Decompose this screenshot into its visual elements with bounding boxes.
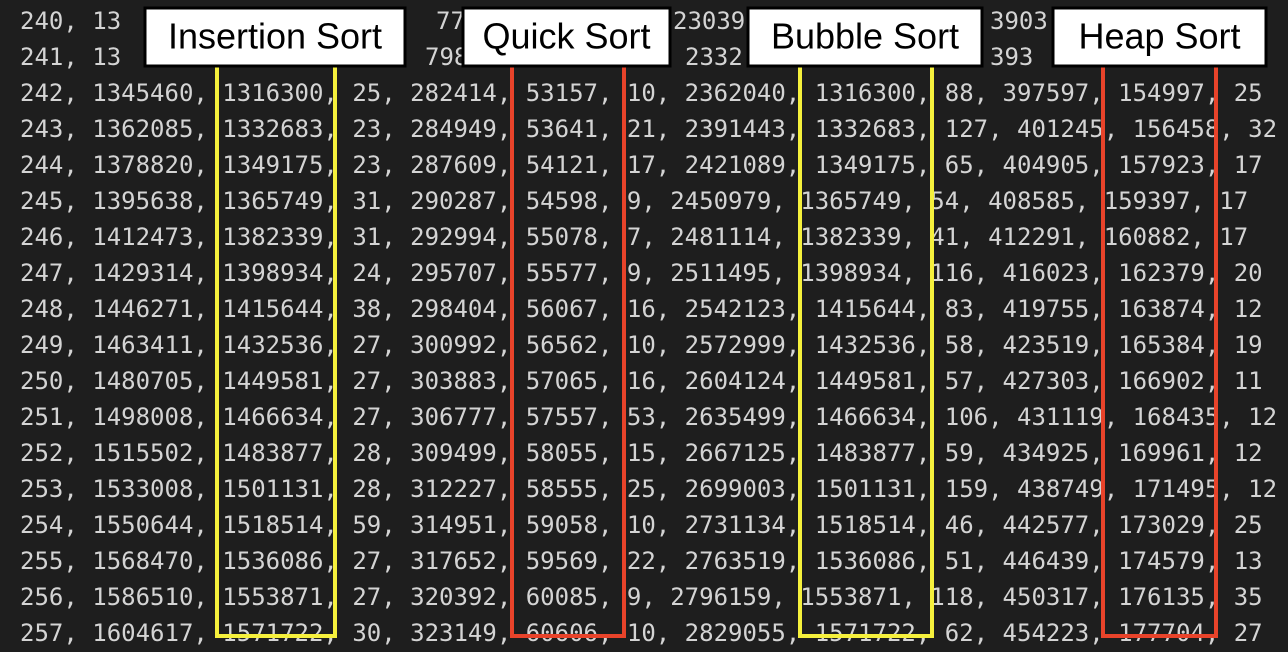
output-line: 255, 1568470, 1536086, 27, 317652, 59569…	[20, 547, 1263, 575]
partial-line-fragment: 3903	[990, 7, 1048, 35]
output-line: 249, 1463411, 1432536, 27, 300992, 56562…	[20, 331, 1263, 359]
label-box	[461, 6, 672, 68]
label-text: Quick Sort	[482, 16, 650, 57]
label-text: Heap Sort	[1078, 16, 1240, 57]
label-box	[1051, 6, 1268, 68]
output-line: 252, 1515502, 1483877, 28, 309499, 58055…	[20, 439, 1263, 467]
partial-line-fragment: 2332	[685, 43, 743, 71]
output-line: 242, 1345460, 1316300, 25, 282414, 53157…	[20, 79, 1263, 107]
label-box	[143, 6, 407, 68]
output-line: 248, 1446271, 1415644, 38, 298404, 56067…	[20, 295, 1263, 323]
output-line: 246, 1412473, 1382339, 31, 292994, 55078…	[20, 223, 1248, 251]
label-text: Bubble Sort	[771, 16, 959, 57]
partial-line-fragment: 23039	[673, 7, 745, 35]
output-line: 243, 1362085, 1332683, 23, 284949, 53641…	[20, 115, 1277, 143]
label-text: Insertion Sort	[168, 16, 382, 57]
output-line: 250, 1480705, 1449581, 27, 303883, 57065…	[20, 367, 1263, 395]
label-box	[746, 6, 984, 68]
output-line: 256, 1586510, 1553871, 27, 320392, 60085…	[20, 583, 1263, 611]
output-line: 245, 1395638, 1365749, 31, 290287, 54598…	[20, 187, 1248, 215]
output-line: 254, 1550644, 1518514, 59, 314951, 59058…	[20, 511, 1263, 539]
output-line: 247, 1429314, 1398934, 24, 295707, 55577…	[20, 259, 1263, 287]
partial-line-fragment: 393	[990, 43, 1033, 71]
partial-line-fragment: 77	[436, 7, 465, 35]
partial-line-fragment: 241, 13	[20, 43, 121, 71]
output-line: 251, 1498008, 1466634, 27, 306777, 57557…	[20, 403, 1277, 431]
output-line: 244, 1378820, 1349175, 23, 287609, 54121…	[20, 151, 1263, 179]
partial-line-fragment: 240, 13	[20, 7, 121, 35]
output-line: 257, 1604617, 1571722, 30, 323149, 60606…	[20, 619, 1263, 647]
output-line: 253, 1533008, 1501131, 28, 312227, 58555…	[20, 475, 1277, 503]
partial-line-fragment: 798	[425, 43, 468, 71]
